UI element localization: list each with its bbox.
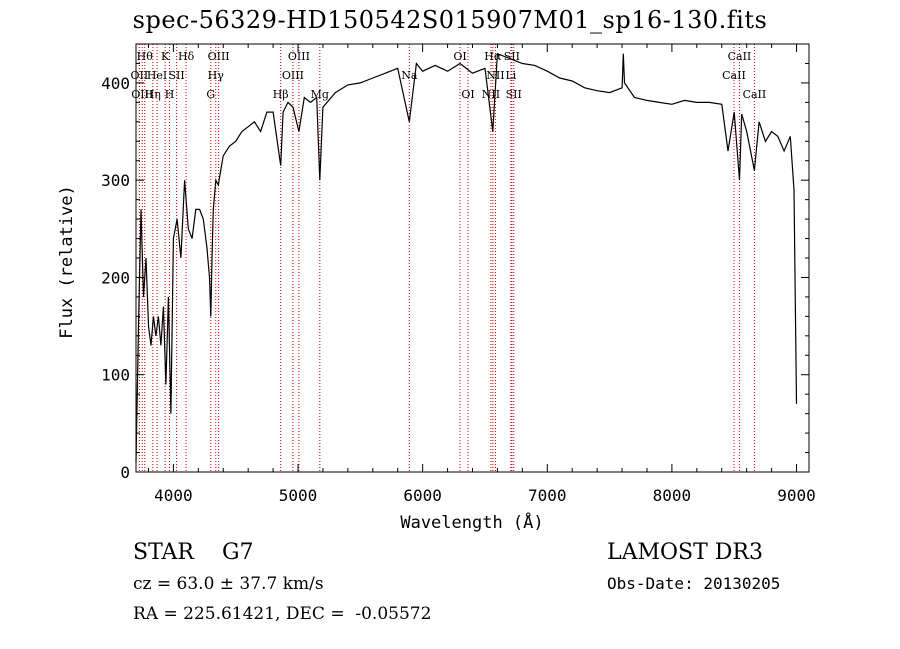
line-marker-label: SII xyxy=(506,88,522,101)
y-tick-label: 100 xyxy=(101,366,130,385)
y-tick-label: 0 xyxy=(120,463,130,482)
x-tick-label: 7000 xyxy=(528,486,567,505)
x-axis-label: Wavelength (Å) xyxy=(400,511,543,533)
x-tick-label: 4000 xyxy=(154,486,193,505)
y-tick-label: 200 xyxy=(101,268,130,287)
line-marker-label: K xyxy=(161,50,170,63)
line-marker-label: Hη xyxy=(145,88,161,101)
y-axis-label: Flux (relative) xyxy=(57,185,77,339)
line-markers xyxy=(138,44,755,472)
survey-name: LAMOST DR3 xyxy=(607,540,763,565)
x-tick-label: 8000 xyxy=(653,486,692,505)
line-marker-label: OII xyxy=(131,69,149,82)
line-marker-label: CaII xyxy=(743,88,767,101)
line-marker-label: Hθ xyxy=(137,50,154,63)
line-marker-label: H xyxy=(165,88,175,101)
line-marker-label: OIII xyxy=(208,50,230,63)
line-marker-label: HeI xyxy=(147,69,167,82)
line-marker-label: CaII xyxy=(728,50,752,63)
line-marker-label: Na xyxy=(401,69,418,82)
line-marker-label: Hδ xyxy=(178,50,195,63)
plot-frame xyxy=(135,43,810,473)
chart-title: spec-56329-HD150542S015907M01_sp16-130.f… xyxy=(132,6,768,34)
observation-date: Obs-Date: 20130205 xyxy=(607,574,781,593)
object-class-line: STAR G7 xyxy=(133,540,254,565)
x-tick-label: 5000 xyxy=(279,486,318,505)
line-marker-labels: OII OIII Hθ Hη HeI K H SII Hδ G Hγ OIII Hβ OIII OIII Mg… xyxy=(131,50,767,101)
line-marker-label: OIII xyxy=(282,69,304,82)
x-axis-ticks: 4000 5000 6000 7000 8000 9000 xyxy=(147,44,816,505)
y-axis-ticks: 0 100 200 300 400 xyxy=(101,43,809,482)
line-marker-label: G xyxy=(206,88,215,101)
coordinates: RA = 225.61421, DEC = -0.05572 xyxy=(133,604,432,624)
line-marker-label: NII xyxy=(482,88,500,101)
line-marker-label: Li xyxy=(505,69,516,82)
line-marker-label: Hβ xyxy=(273,88,289,101)
line-marker-label: Hα xyxy=(484,50,502,63)
line-marker-label: OI xyxy=(461,88,474,101)
line-marker-label: OI xyxy=(453,50,466,63)
y-tick-label: 400 xyxy=(101,74,130,93)
object-subclass: G7 xyxy=(221,540,254,565)
x-tick-label: 9000 xyxy=(777,486,816,505)
line-marker-label: SII xyxy=(169,69,185,82)
line-marker-label: NII xyxy=(486,69,504,82)
line-marker-label: Hγ xyxy=(208,69,225,82)
line-marker-label: OIII xyxy=(288,50,310,63)
object-class: STAR xyxy=(133,540,194,565)
redshift-value: cz = 63.0 ± 37.7 km/s xyxy=(133,574,324,594)
line-marker-label: SII xyxy=(504,50,520,63)
line-marker-label: OIII xyxy=(131,88,153,101)
y-tick-label: 300 xyxy=(101,171,130,190)
x-tick-label: 6000 xyxy=(403,486,442,505)
spectrum-line xyxy=(135,52,798,463)
line-marker-label: CaII xyxy=(722,69,746,82)
line-marker-label: Mg xyxy=(311,88,329,101)
